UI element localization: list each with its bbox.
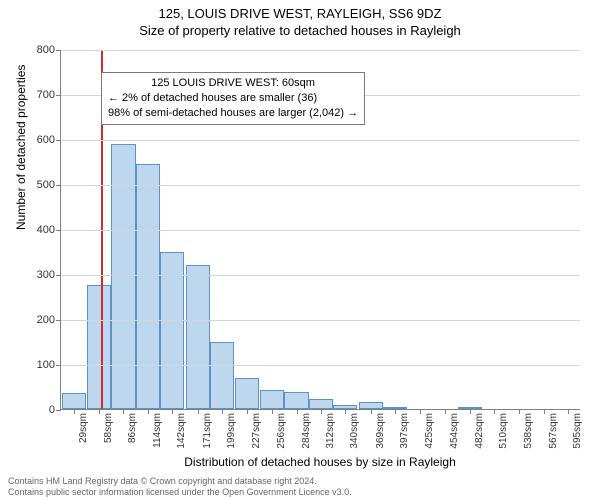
x-tick-label: 397sqm: [399, 413, 410, 449]
chart-title-sub: Size of property relative to detached ho…: [0, 21, 600, 38]
x-tick-mark: [198, 409, 199, 414]
annotation-line-1: 125 LOUIS DRIVE WEST: 60sqm: [108, 76, 358, 91]
y-tick-mark: [56, 320, 61, 321]
x-tick-label: 538sqm: [523, 413, 534, 449]
histogram-bar: [186, 265, 210, 409]
x-tick-label: 86sqm: [127, 413, 138, 443]
y-tick-label: 500: [37, 179, 55, 191]
y-tick-label: 700: [37, 89, 55, 101]
grid-line: [61, 275, 580, 276]
x-tick-mark: [568, 409, 569, 414]
x-tick-label: 171sqm: [202, 413, 213, 449]
histogram-bar: [87, 285, 111, 409]
x-tick-label: 482sqm: [474, 413, 485, 449]
x-tick-label: 567sqm: [548, 413, 559, 449]
y-tick-mark: [56, 95, 61, 96]
histogram-bar: [210, 342, 234, 410]
x-tick-label: 340sqm: [349, 413, 360, 449]
histogram-bar: [260, 390, 284, 409]
x-tick-mark: [321, 409, 322, 414]
x-tick-label: 114sqm: [152, 413, 163, 448]
grid-line: [61, 185, 580, 186]
histogram-bar: [235, 378, 259, 410]
x-tick-mark: [519, 409, 520, 414]
annotation-line-3: 98% of semi-detached houses are larger (…: [108, 106, 358, 121]
x-tick-label: 595sqm: [572, 413, 583, 449]
histogram-bar: [309, 399, 333, 409]
x-tick-label: 142sqm: [176, 413, 187, 449]
footer-line-1: Contains HM Land Registry data © Crown c…: [8, 476, 352, 487]
y-axis-label: Number of detached properties: [14, 65, 28, 230]
x-tick-mark: [297, 409, 298, 414]
y-tick-label: 800: [37, 44, 55, 56]
x-tick-mark: [544, 409, 545, 414]
x-tick-label: 454sqm: [449, 413, 460, 449]
x-tick-label: 256sqm: [276, 413, 287, 449]
x-tick-mark: [99, 409, 100, 414]
x-tick-mark: [272, 409, 273, 414]
x-tick-mark: [247, 409, 248, 414]
x-tick-label: 312sqm: [325, 413, 336, 449]
x-axis-label: Distribution of detached houses by size …: [60, 455, 580, 469]
x-tick-mark: [395, 409, 396, 414]
x-tick-label: 510sqm: [498, 413, 509, 449]
x-tick-label: 425sqm: [424, 413, 435, 449]
y-tick-mark: [56, 185, 61, 186]
x-tick-mark: [445, 409, 446, 414]
x-tick-mark: [345, 409, 346, 414]
x-tick-label: 227sqm: [251, 413, 262, 449]
histogram-bar: [136, 164, 160, 409]
x-tick-label: 199sqm: [226, 413, 237, 449]
annotation-line-2: ← 2% of detached houses are smaller (36): [108, 91, 358, 106]
x-tick-mark: [371, 409, 372, 414]
histogram-bar: [62, 393, 86, 409]
histogram-bar: [284, 392, 308, 409]
annotation-box: 125 LOUIS DRIVE WEST: 60sqm ← 2% of deta…: [101, 72, 365, 125]
x-tick-mark: [148, 409, 149, 414]
y-tick-label: 300: [37, 269, 55, 281]
grid-line: [61, 365, 580, 366]
x-tick-mark: [74, 409, 75, 414]
y-tick-label: 100: [37, 359, 55, 371]
x-tick-mark: [123, 409, 124, 414]
footer-attribution: Contains HM Land Registry data © Crown c…: [8, 476, 352, 498]
chart-title-main: 125, LOUIS DRIVE WEST, RAYLEIGH, SS6 9DZ: [0, 0, 600, 21]
x-tick-label: 284sqm: [301, 413, 312, 449]
x-tick-mark: [172, 409, 173, 414]
y-tick-label: 400: [37, 224, 55, 236]
y-tick-label: 200: [37, 314, 55, 326]
x-tick-label: 369sqm: [375, 413, 386, 449]
y-tick-label: 0: [49, 404, 55, 416]
grid-line: [61, 140, 580, 141]
chart-plot-area: 125 LOUIS DRIVE WEST: 60sqm ← 2% of deta…: [60, 50, 580, 410]
y-tick-mark: [56, 140, 61, 141]
x-tick-mark: [420, 409, 421, 414]
x-tick-label: 58sqm: [103, 413, 114, 443]
grid-line: [61, 50, 580, 51]
y-tick-mark: [56, 230, 61, 231]
grid-line: [61, 230, 580, 231]
y-tick-mark: [56, 275, 61, 276]
x-tick-mark: [222, 409, 223, 414]
histogram-bar: [359, 402, 383, 409]
x-tick-mark: [470, 409, 471, 414]
y-tick-mark: [56, 410, 61, 411]
y-tick-mark: [56, 365, 61, 366]
y-tick-mark: [56, 50, 61, 51]
x-tick-label: 29sqm: [78, 413, 89, 443]
histogram-bar: [111, 144, 135, 410]
footer-line-2: Contains public sector information licen…: [8, 487, 352, 498]
grid-line: [61, 320, 580, 321]
x-tick-mark: [494, 409, 495, 414]
chart-container: 125, LOUIS DRIVE WEST, RAYLEIGH, SS6 9DZ…: [0, 0, 600, 500]
y-tick-label: 600: [37, 134, 55, 146]
